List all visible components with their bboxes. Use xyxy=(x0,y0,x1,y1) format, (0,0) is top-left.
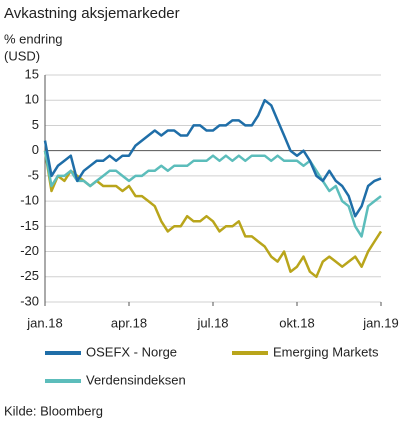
chart-title: Avkastning aksjemarkeder xyxy=(4,5,180,22)
y-tick-label: 15 xyxy=(25,66,39,81)
y-axis-label: % endring xyxy=(4,31,63,46)
y-tick-label: -30 xyxy=(20,293,39,308)
y-tick-label: 10 xyxy=(25,92,39,107)
y-tick-label: -10 xyxy=(20,193,39,208)
x-tick-label: jan.18 xyxy=(26,315,62,330)
source: Kilde: Bloomberg xyxy=(4,403,103,418)
y-tick-label: 5 xyxy=(32,117,39,132)
series-line xyxy=(43,150,383,279)
legend-label: Verdensindeksen xyxy=(86,372,186,387)
y-tick-label: -5 xyxy=(27,167,39,182)
y-tick-label: 0 xyxy=(32,142,39,157)
y-tick-label: -20 xyxy=(20,243,39,258)
series-line xyxy=(43,150,382,238)
x-tick-label: apr.18 xyxy=(111,315,147,330)
x-tick-label: jul.18 xyxy=(196,315,228,330)
y-tick-label: -15 xyxy=(20,218,39,233)
y-tick-label: -25 xyxy=(20,268,39,283)
x-tick-label: jan.19 xyxy=(362,315,398,330)
y-axis-label: (USD) xyxy=(4,48,40,63)
legend-label: Emerging Markets xyxy=(273,344,379,359)
series-line xyxy=(43,98,382,218)
legend-label: OSEFX - Norge xyxy=(86,344,177,359)
x-tick-label: okt.18 xyxy=(279,315,314,330)
